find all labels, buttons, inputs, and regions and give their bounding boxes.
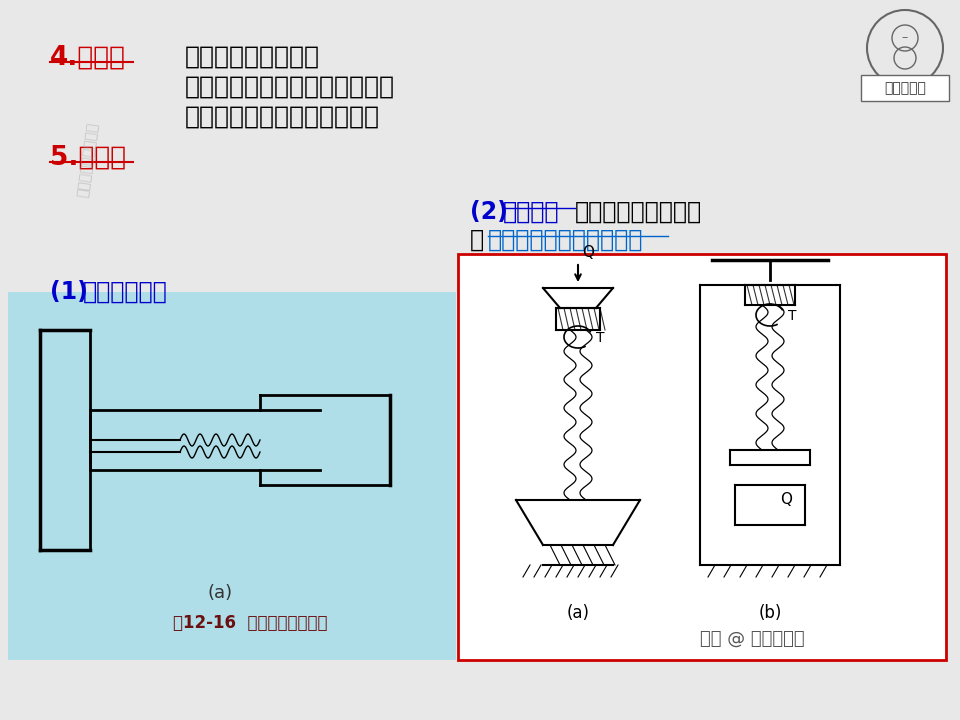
Text: 传力螺旋: 传力螺旋	[503, 200, 560, 224]
Text: 如: 如	[470, 228, 484, 252]
Text: 示数螺旋传动: 示数螺旋传动	[83, 280, 168, 304]
Text: (a): (a)	[566, 604, 589, 622]
Text: 5.类型：: 5.类型：	[50, 145, 126, 171]
Text: (2): (2)	[470, 200, 516, 224]
Text: 可实现很高的精度；: 可实现很高的精度；	[185, 45, 320, 69]
Text: 头条 @ 一位工程师: 头条 @ 一位工程师	[700, 630, 804, 648]
Text: (1): (1)	[50, 280, 96, 304]
FancyBboxPatch shape	[861, 75, 949, 101]
Text: 降速比大（适于微调、精读）；: 降速比大（适于微调、精读）；	[185, 75, 395, 99]
Text: (b): (b)	[758, 604, 781, 622]
Text: –: –	[901, 32, 908, 45]
Text: 图12-16  螺旋千分尺示意图: 图12-16 螺旋千分尺示意图	[173, 614, 327, 632]
Text: 千斤顶、起重器、压力机: 千斤顶、起重器、压力机	[488, 228, 643, 252]
Text: 传动平稳，能自锁；效率低；: 传动平稳，能自锁；效率低；	[185, 105, 380, 129]
Text: 4.特点：: 4.特点：	[50, 45, 126, 71]
Text: Q: Q	[582, 245, 594, 260]
Text: T: T	[596, 331, 605, 345]
Text: T: T	[788, 309, 797, 323]
Text: ：以传递动力为主；: ：以传递动力为主；	[575, 200, 702, 224]
Text: (a): (a)	[207, 584, 232, 602]
Bar	[8, 292, 456, 660]
Bar	[458, 254, 946, 660]
Text: Q: Q	[780, 492, 792, 508]
Text: 头条号：一位工程师: 头条号：一位工程师	[76, 122, 100, 198]
Text: 一位工程师: 一位工程师	[884, 81, 926, 95]
